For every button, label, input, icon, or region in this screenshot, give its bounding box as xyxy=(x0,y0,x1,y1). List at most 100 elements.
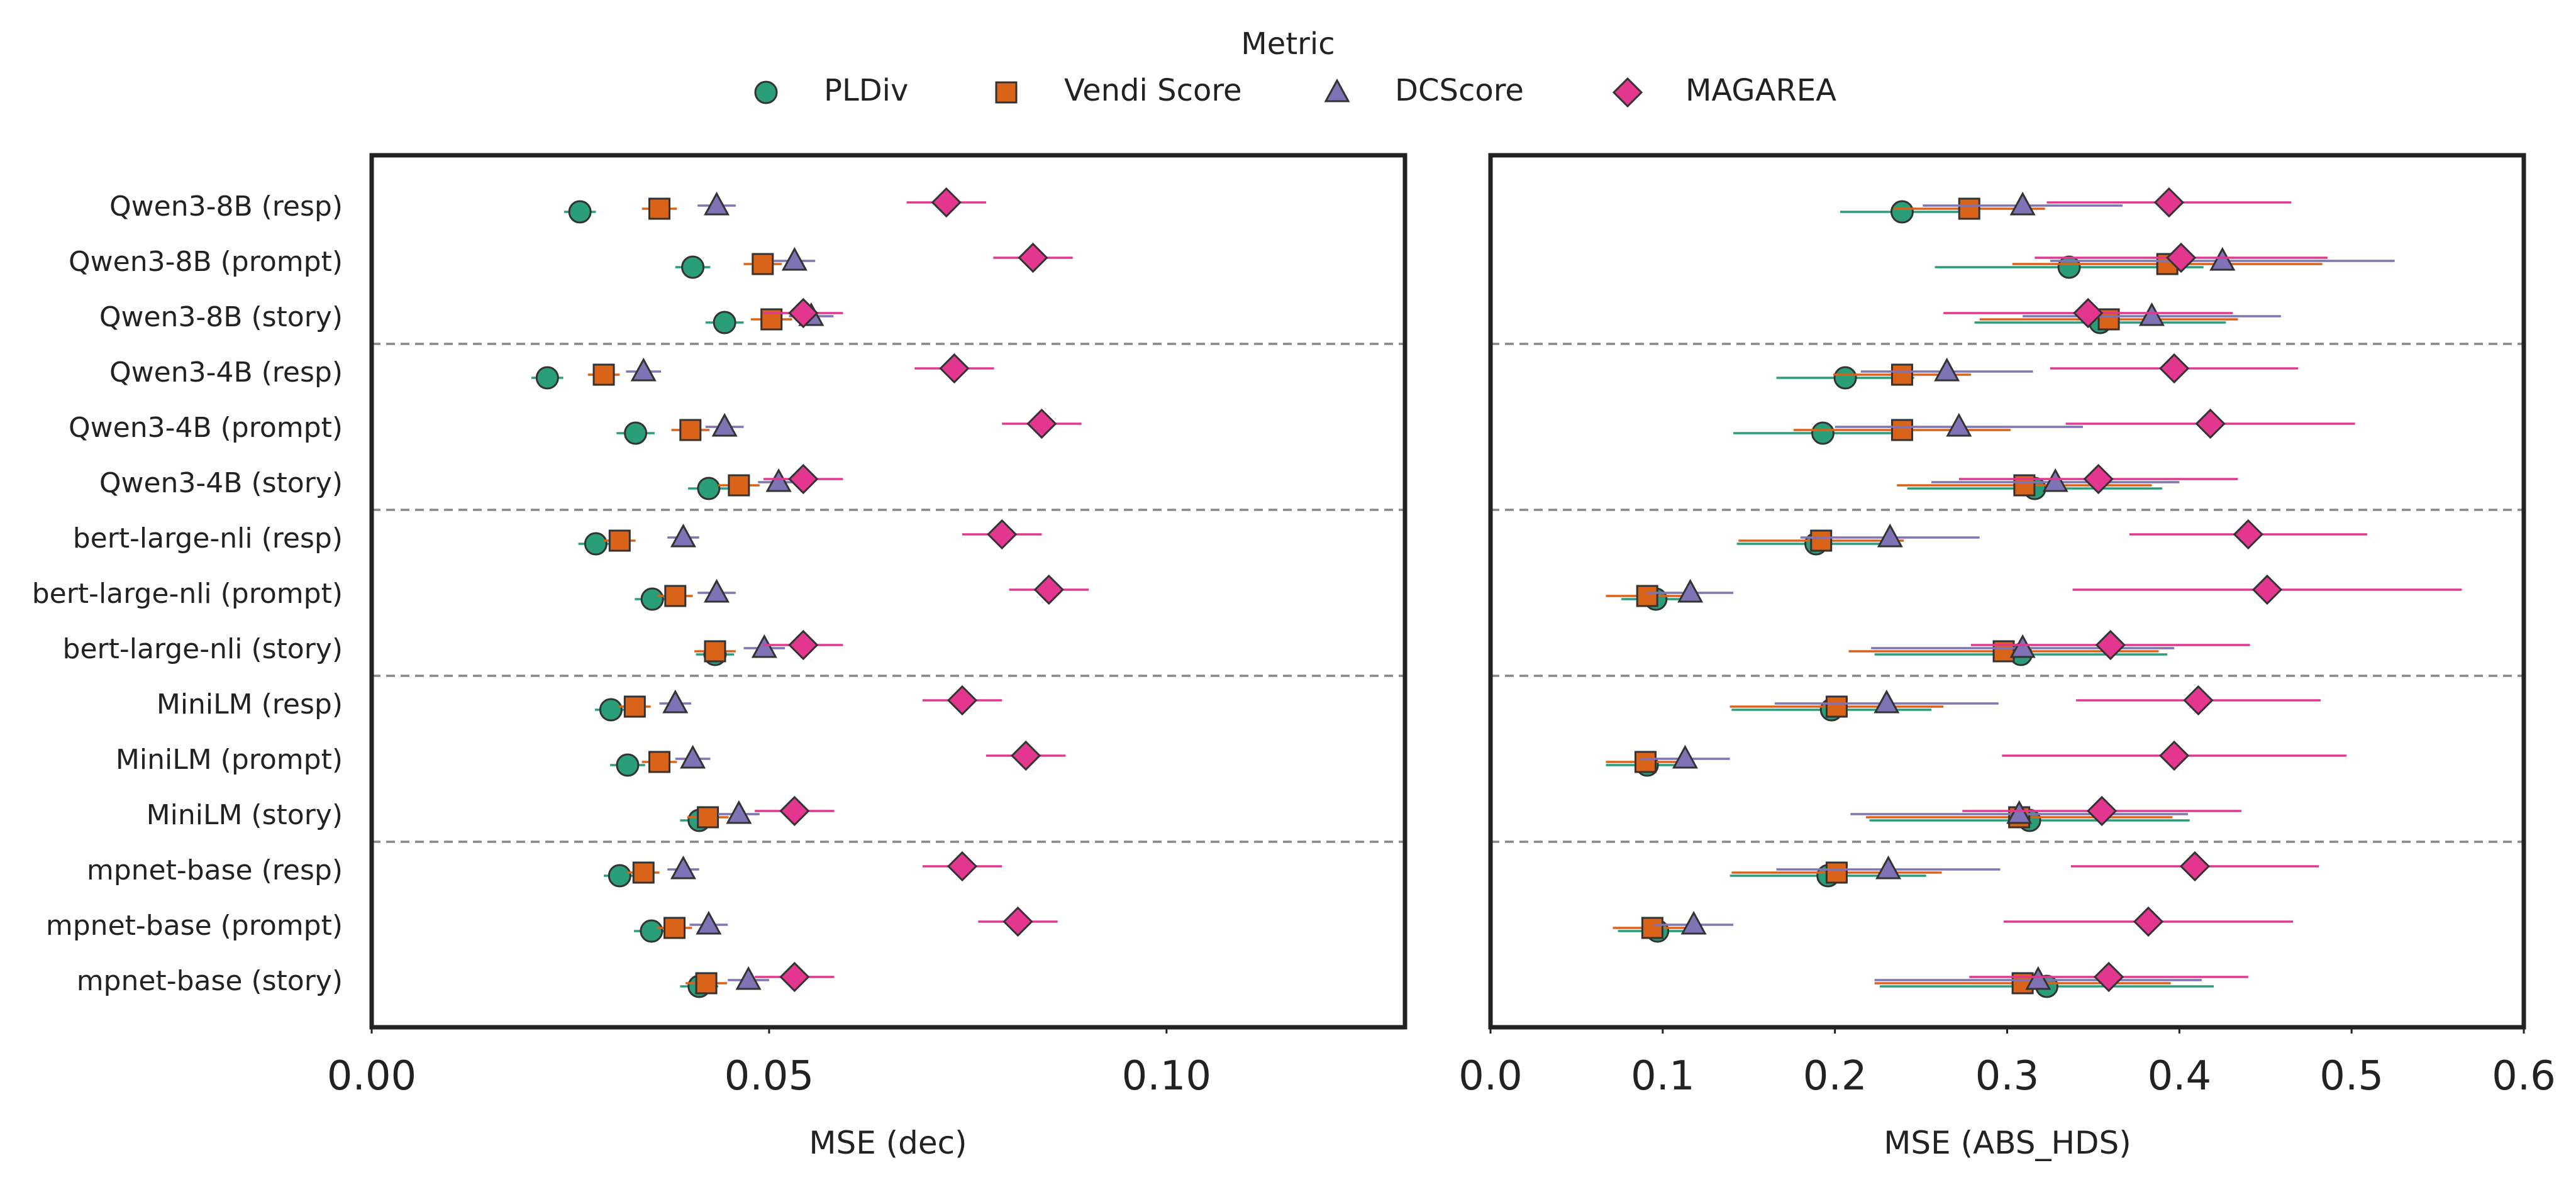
y-tick-label: Qwen3-8B (story) xyxy=(99,301,343,333)
data-point xyxy=(2057,255,2081,279)
legend-marker xyxy=(754,80,778,104)
data-point xyxy=(670,855,696,879)
data-point xyxy=(1890,200,1914,224)
y-tick-label: MiniLM (story) xyxy=(147,799,343,831)
series-vendi-score xyxy=(1606,197,2323,995)
x-tick-label: 0.5 xyxy=(2319,1053,2384,1100)
data-point xyxy=(728,474,750,497)
data-point xyxy=(664,585,687,607)
plot-frame xyxy=(369,153,1407,1030)
x-tick-label: 0.2 xyxy=(1803,1053,1867,1100)
data-point xyxy=(623,695,646,718)
data-point xyxy=(1825,861,1848,884)
data-point xyxy=(1033,574,1064,605)
data-point xyxy=(1680,910,1707,935)
data-point xyxy=(2095,629,2126,661)
data-point xyxy=(788,297,819,329)
data-point xyxy=(608,529,631,552)
y-tick-label: Qwen3-4B (resp) xyxy=(109,356,343,389)
y-tick-label: Qwen3-4B (story) xyxy=(99,467,343,499)
data-point xyxy=(695,972,718,995)
data-point xyxy=(1011,740,1041,771)
legend-label: PLDiv xyxy=(824,73,908,108)
y-tick-label: bert-large-nli (story) xyxy=(63,633,343,665)
data-point xyxy=(608,864,631,888)
legend-title: Metric xyxy=(1241,26,1335,62)
series-magarea xyxy=(755,187,1089,993)
legend-label: Vendi Score xyxy=(1064,73,1242,108)
data-point xyxy=(662,689,689,714)
data-point xyxy=(2093,961,2124,993)
data-point xyxy=(726,800,752,824)
data-point xyxy=(2006,800,2033,824)
legend: Metric PLDiv Vendi Score DCScore MAGAREA xyxy=(754,26,1836,108)
data-point xyxy=(648,197,671,220)
data-point xyxy=(2086,795,2118,827)
data-point xyxy=(648,751,671,773)
data-point xyxy=(2251,574,2283,605)
series-dcscore xyxy=(626,191,834,990)
data-point xyxy=(788,629,819,661)
data-point xyxy=(1677,578,1704,603)
panel-left: MSE (dec) 0.00 0.05 0.10 Qwen3-8B (resp) Qwe… xyxy=(32,153,1407,1161)
data-point xyxy=(1877,523,1903,548)
data-point xyxy=(1890,419,1913,441)
data-point xyxy=(2233,519,2263,550)
data-point xyxy=(1958,197,1980,220)
data-point xyxy=(713,311,736,334)
data-point xyxy=(681,255,705,279)
data-point xyxy=(697,806,719,829)
y-tick-label: MiniLM (prompt) xyxy=(116,744,343,776)
data-point xyxy=(616,753,640,777)
data-point xyxy=(1934,357,1960,382)
legend-item-vendi-score: Vendi Score xyxy=(995,73,1242,108)
data-point xyxy=(2138,302,2165,326)
y-tick-label: Qwen3-8B (resp) xyxy=(109,190,343,223)
data-point xyxy=(735,966,762,990)
legend-marker xyxy=(1612,77,1643,108)
data-point xyxy=(670,523,696,548)
legend-item-dcscore: DCScore xyxy=(1324,73,1524,108)
data-point xyxy=(947,685,978,716)
series-dcscore xyxy=(1640,191,2395,990)
x-tick-label: 0.0 xyxy=(1458,1053,1523,1100)
legend-marker xyxy=(995,81,1018,104)
y-tick-label: Qwen3-4B (prompt) xyxy=(69,412,343,444)
series-magarea xyxy=(1943,187,2462,993)
data-point xyxy=(1946,412,1972,437)
data-point xyxy=(2165,242,2197,273)
series-vendi-score xyxy=(587,197,792,995)
y-tick-label: bert-large-nli (resp) xyxy=(73,522,343,554)
y-tick-label: MiniLM (resp) xyxy=(157,688,343,720)
data-point xyxy=(1811,421,1835,445)
data-point xyxy=(679,419,702,441)
data-point xyxy=(788,463,819,495)
data-point xyxy=(2083,463,2114,495)
data-point xyxy=(2133,906,2164,937)
legend-item-pldiv: PLDiv xyxy=(754,73,908,108)
y-tick-label: Qwen3-8B (prompt) xyxy=(69,246,343,278)
data-point xyxy=(584,532,608,556)
panel-right: MSE (ABS_HDS) 0.0 0.1 0.2 0.3 0.4 0.5 0.6 xyxy=(1458,153,2556,1161)
x-tick-label: 0.3 xyxy=(1975,1053,2040,1100)
data-point xyxy=(1002,906,1033,937)
legend-label: DCScore xyxy=(1395,73,1524,108)
data-point xyxy=(632,861,655,884)
data-point xyxy=(704,640,726,663)
y-tick-label: mpnet-base (prompt) xyxy=(46,910,343,942)
data-point xyxy=(2158,740,2190,771)
data-point xyxy=(765,468,792,492)
legend-items: PLDiv Vendi Score DCScore MAGAREA xyxy=(754,73,1836,108)
data-point xyxy=(697,477,721,500)
data-point xyxy=(752,253,774,275)
x-tick-label: 0.4 xyxy=(2147,1053,2211,1100)
data-point xyxy=(2009,634,2036,658)
data-point xyxy=(1810,529,1833,552)
data-point xyxy=(703,191,730,216)
data-point xyxy=(1825,695,1848,718)
legend-marker xyxy=(1324,78,1350,102)
data-point xyxy=(987,519,1018,550)
legend-label: MAGAREA xyxy=(1685,73,1836,108)
data-point xyxy=(2209,246,2236,271)
data-point xyxy=(1018,242,1048,273)
